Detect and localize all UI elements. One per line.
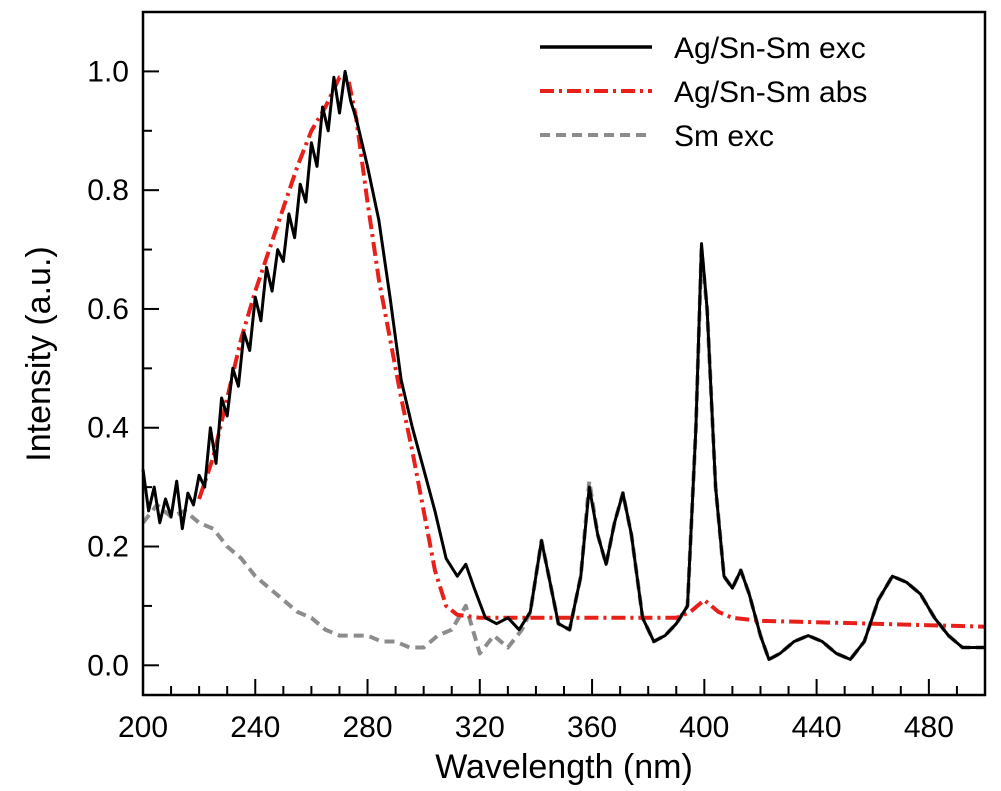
x-tick-label: 280 (343, 711, 393, 744)
x-tick-label: 240 (230, 711, 280, 744)
axis-ticks: 200 240 280 320 360 400 440 480 0.0 0.2 0.4 0.6 0.8 1… (87, 55, 986, 744)
y-tick-label: 0.4 (87, 412, 129, 445)
legend-label: Ag/Sn-Sm exc (674, 32, 866, 65)
x-tick-label: 200 (118, 711, 168, 744)
y-tick-label: 0.8 (87, 174, 129, 207)
y-axis-label: Intensity (a.u.) (20, 246, 58, 461)
x-tick-label: 320 (455, 711, 505, 744)
y-tick-label: 0.2 (87, 531, 129, 564)
x-tick-label: 440 (792, 711, 842, 744)
legend-label: Ag/Sn-Sm abs (674, 76, 867, 109)
x-axis-label: Wavelength (nm) (435, 748, 693, 786)
x-tick-label: 480 (904, 711, 954, 744)
plot-frame (141, 10, 987, 697)
y-tick-label: 0.6 (87, 293, 129, 326)
y-tick-label: 0.0 (87, 649, 129, 682)
legend: Ag/Sn-Sm exc Ag/Sn-Sm abs Sm exc (540, 32, 867, 153)
y-tick-label: 1.0 (87, 55, 129, 88)
x-tick-label: 360 (567, 711, 617, 744)
legend-label: Sm exc (674, 120, 774, 153)
series-line-2 (141, 247, 985, 662)
series-line-0 (141, 69, 985, 661)
x-tick-label: 400 (679, 711, 729, 744)
series-layer (141, 69, 986, 662)
series-line-1 (197, 75, 986, 629)
